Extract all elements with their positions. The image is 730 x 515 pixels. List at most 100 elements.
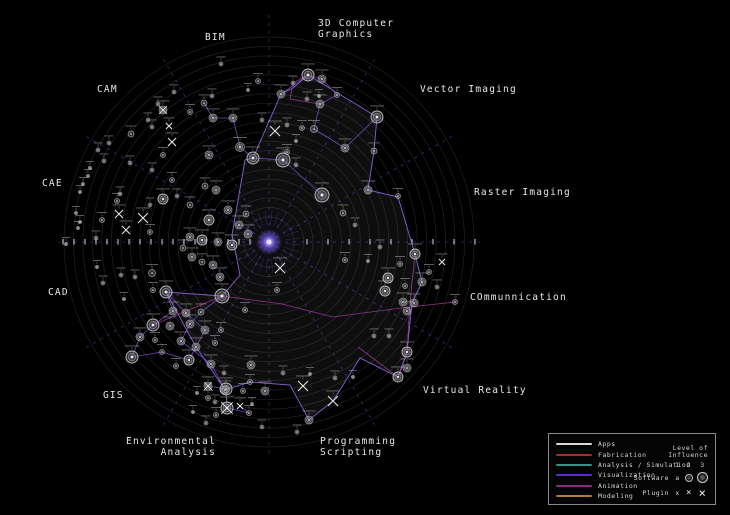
app-node — [233, 137, 247, 152]
legend-item-label: Visualization — [598, 471, 656, 480]
app-node — [148, 282, 158, 293]
software-level3-icon — [697, 472, 708, 483]
app-node — [226, 108, 240, 123]
app-node — [91, 230, 101, 241]
app-node — [207, 88, 217, 99]
legend-item-animation: Animation — [556, 481, 691, 491]
influence-grid: 1 2 3 Software a Plugin x × × — [634, 461, 710, 500]
level-2-label: 2 — [686, 461, 692, 469]
app-node — [424, 264, 434, 275]
app-node — [98, 275, 108, 286]
app-node — [302, 410, 316, 425]
app-node — [171, 358, 181, 369]
app-node — [150, 332, 160, 343]
app-node — [196, 253, 208, 266]
app-node — [369, 328, 379, 339]
plugin-node — [296, 375, 310, 392]
app-node — [407, 293, 421, 308]
app-node — [112, 193, 122, 204]
animation-line-swatch — [556, 484, 592, 487]
app-node — [391, 366, 405, 383]
app-node — [209, 180, 223, 195]
app-node — [282, 117, 292, 128]
app-node — [76, 185, 84, 194]
app-node — [195, 229, 209, 246]
app-node — [206, 255, 220, 270]
app-node — [368, 142, 380, 155]
app-node — [292, 424, 302, 435]
category-label: CAD — [48, 287, 69, 298]
app-node — [330, 370, 340, 381]
app-node — [125, 125, 137, 138]
app-node — [120, 292, 128, 301]
app-node — [183, 314, 197, 329]
app-node — [350, 217, 360, 228]
app-node — [125, 345, 139, 364]
app-node — [203, 390, 213, 401]
app-node — [201, 415, 211, 426]
app-node — [315, 69, 329, 84]
software-row-label: Software — [633, 473, 669, 482]
axis-ticks — [62, 239, 476, 245]
app-node — [302, 91, 312, 102]
app-node — [143, 112, 153, 123]
app-node — [198, 94, 210, 107]
app-node — [375, 239, 385, 250]
legend-item-label: Animation — [598, 481, 638, 490]
app-node — [308, 120, 320, 133]
legend-panel: Apps Fabrication Analysis / Simulation V… — [548, 433, 716, 505]
app-node — [272, 282, 282, 293]
app-node — [220, 396, 234, 415]
app-node — [204, 354, 218, 369]
app-node — [202, 145, 216, 160]
software-level1-symbol: a — [675, 473, 680, 482]
app-node — [145, 197, 155, 208]
app-node — [86, 161, 94, 170]
app-node — [177, 239, 189, 252]
app-node — [158, 147, 168, 158]
app-node — [240, 302, 250, 313]
app-node — [338, 138, 352, 153]
app-node — [174, 331, 188, 346]
app-node — [145, 224, 155, 235]
app-node — [400, 301, 414, 316]
app-node — [395, 256, 405, 267]
app-node — [214, 283, 230, 304]
app-node — [400, 278, 410, 289]
category-label: COmmunnication — [470, 292, 567, 303]
app-node — [393, 188, 403, 199]
app-node — [157, 344, 167, 355]
app-node — [253, 73, 263, 84]
app-node — [189, 337, 203, 352]
app-node — [332, 87, 342, 98]
plugin-node — [436, 253, 448, 266]
level-3-label: 3 — [700, 461, 705, 469]
category-label: CAM — [97, 84, 118, 95]
legend-item-fabrication: Fabrication — [556, 449, 691, 459]
app-node — [288, 75, 298, 86]
app-node — [163, 316, 177, 331]
category-label: Raster Imaging — [474, 187, 571, 198]
app-node — [340, 252, 350, 263]
app-node — [301, 63, 315, 82]
animation-link — [289, 74, 321, 105]
app-node — [238, 383, 248, 394]
plugin-node — [112, 204, 126, 219]
app-node — [72, 206, 80, 215]
app-node — [244, 83, 252, 92]
app-node — [257, 112, 267, 123]
app-node — [211, 407, 221, 418]
app-node — [314, 182, 330, 203]
category-label: 3D Computer Graphics — [318, 18, 394, 40]
app-node — [244, 405, 254, 416]
plugin-node — [165, 132, 179, 147]
software-nodes — [62, 56, 460, 435]
app-node — [349, 370, 357, 379]
app-node — [244, 355, 258, 370]
app-node — [193, 386, 201, 395]
category-label: Vector Imaging — [420, 84, 517, 95]
legend-item-label: Fabrication — [598, 450, 647, 459]
plugin-row-label: Plugin — [642, 489, 669, 497]
plugin-level3-icon: × — [698, 486, 707, 500]
